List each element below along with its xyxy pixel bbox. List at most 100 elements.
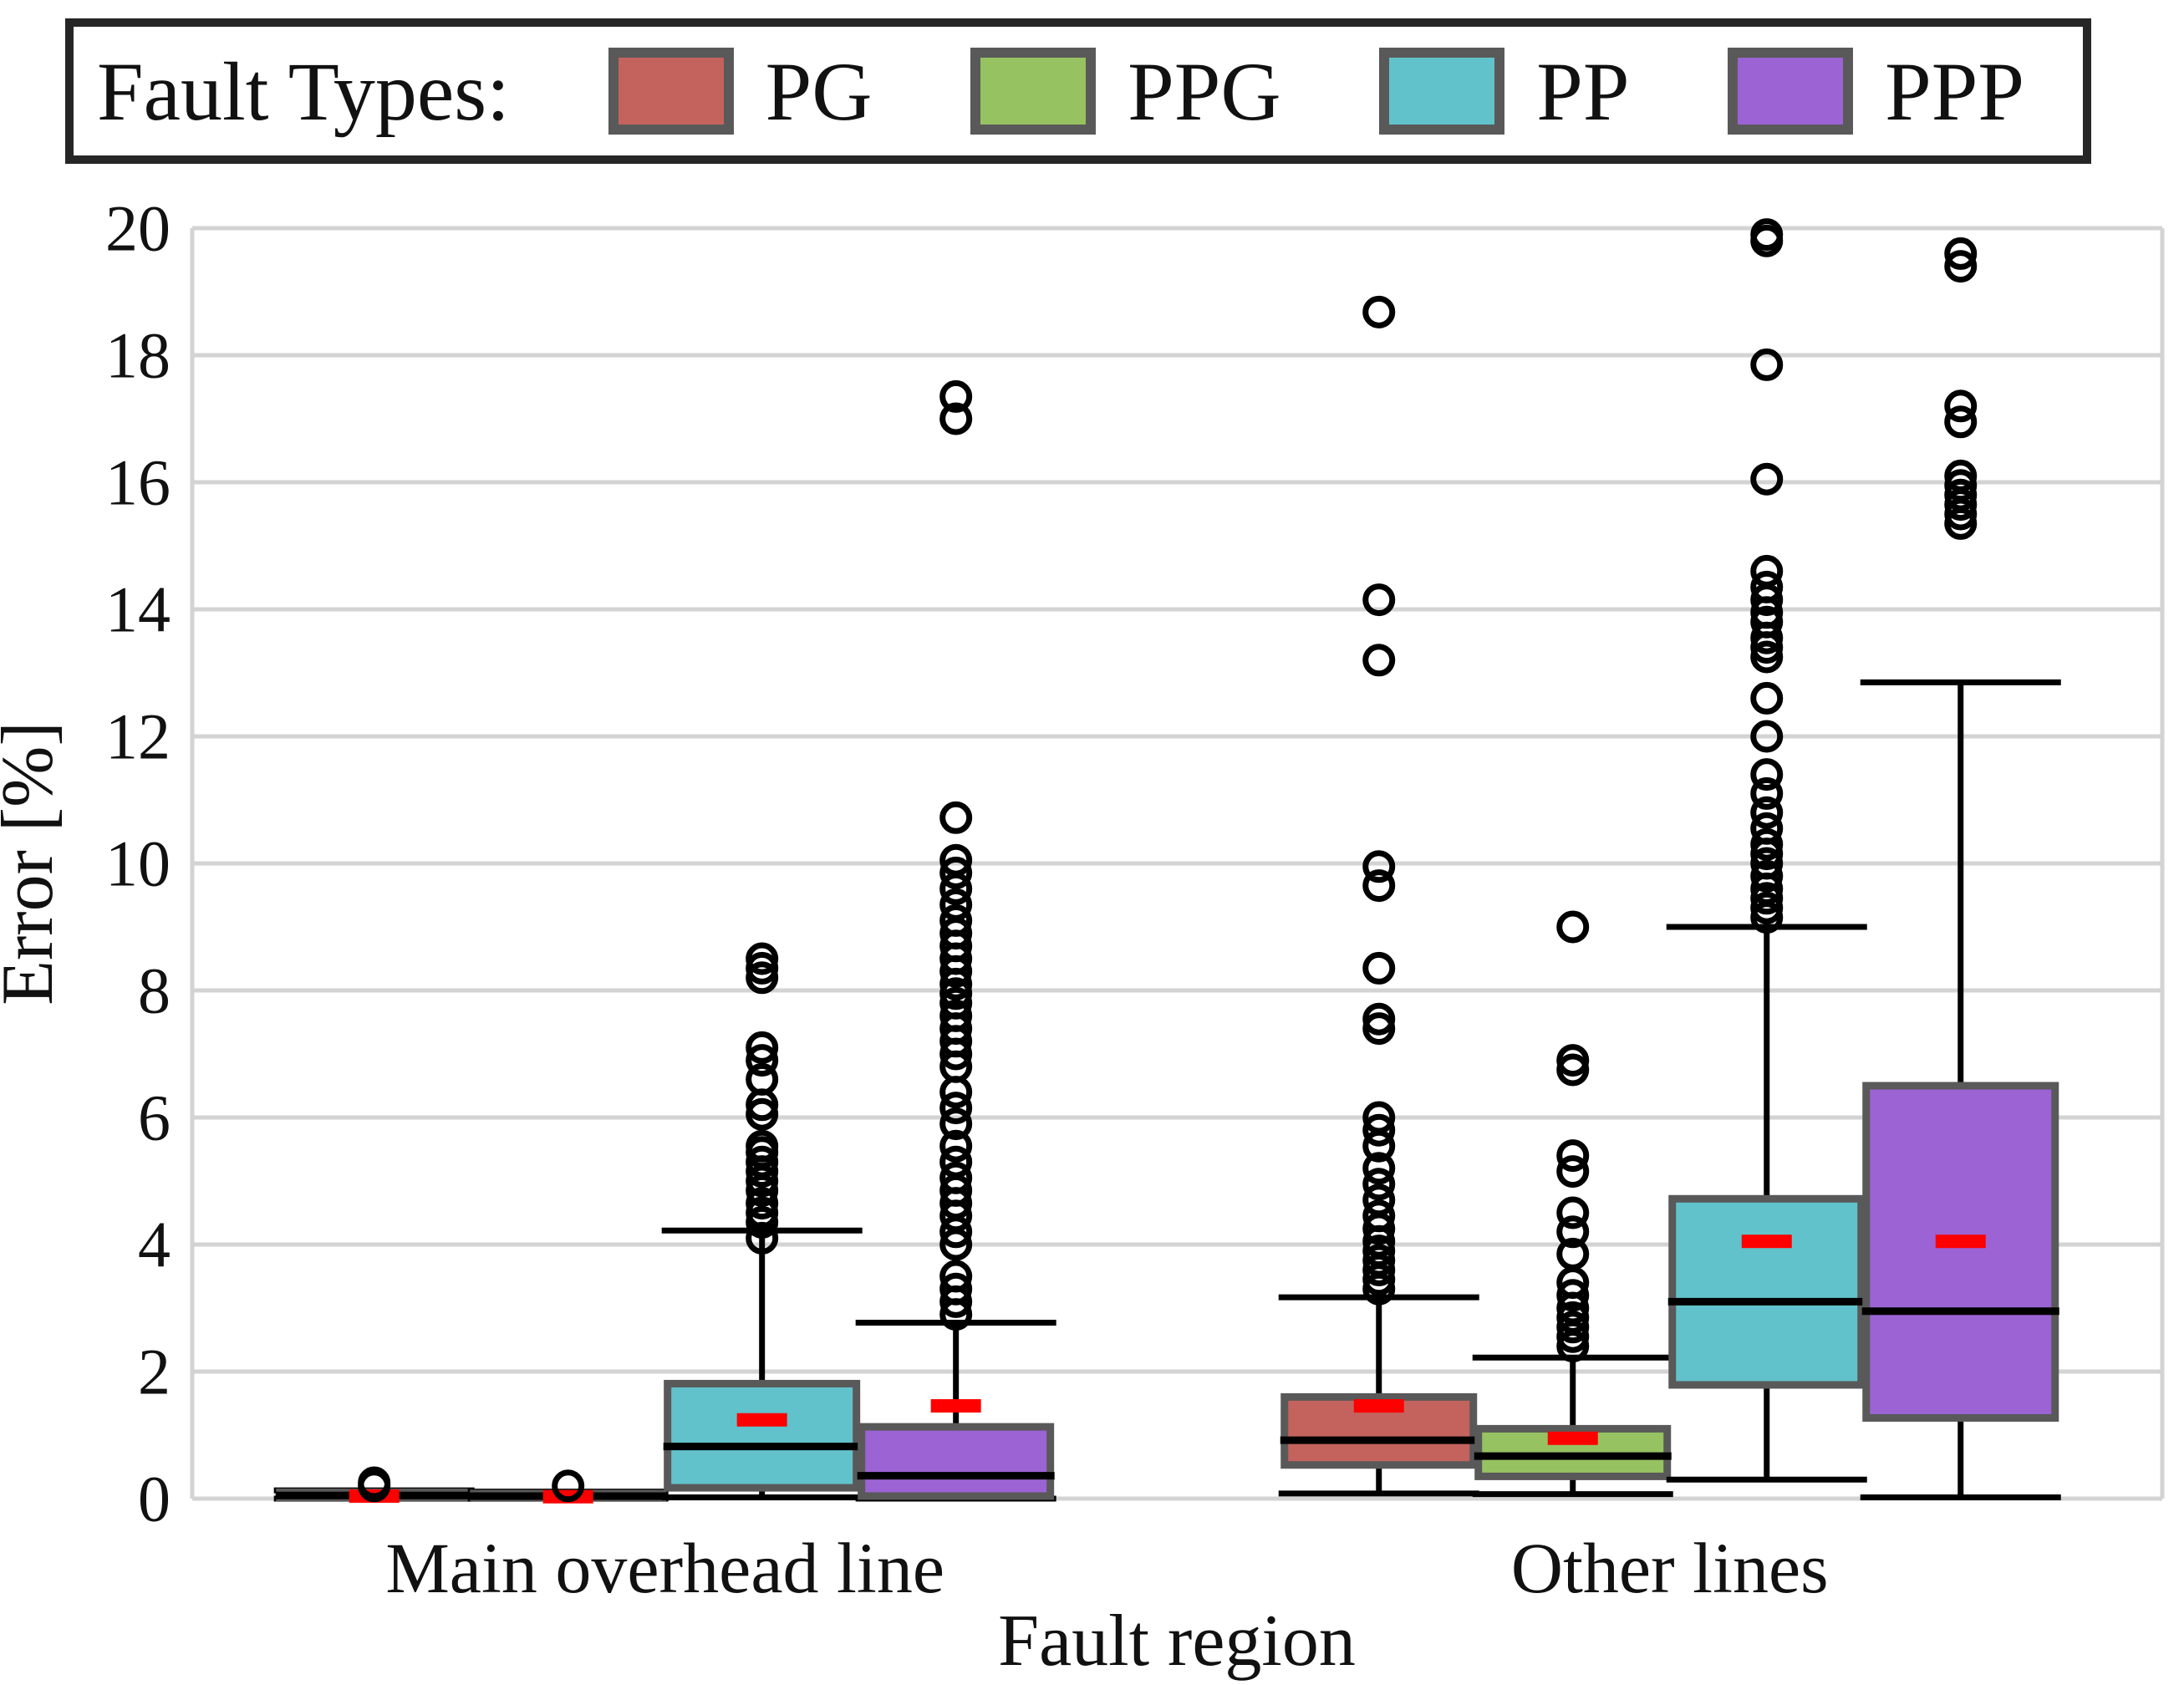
outlier-point xyxy=(1362,951,1396,985)
outlier-point xyxy=(1556,1237,1590,1270)
legend-label-pg: PG xyxy=(765,44,873,138)
ppg-color-swatch-icon xyxy=(970,48,1097,135)
iqr-box xyxy=(1862,1082,2059,1422)
outlier-point xyxy=(939,402,973,435)
outlier-point xyxy=(939,379,973,413)
outlier-point xyxy=(746,961,779,995)
outlier-point xyxy=(1750,570,1784,603)
outlier-point xyxy=(552,1469,585,1503)
outlier-point xyxy=(1750,462,1784,496)
outlier-point xyxy=(1944,469,1978,502)
y-tick-label: 6 xyxy=(138,1082,171,1154)
outlier-point xyxy=(1944,237,1978,270)
outlier-point xyxy=(746,1205,779,1239)
outlier-point xyxy=(1556,1215,1590,1249)
outlier-point xyxy=(746,1196,779,1229)
box-PPP-2 xyxy=(1860,237,2061,1500)
outlier-point xyxy=(1556,1139,1590,1173)
y-tick-label: 20 xyxy=(105,192,171,265)
legend-item-ppg: PPG xyxy=(970,43,1281,140)
outlier-point xyxy=(746,1187,779,1220)
outlier-point xyxy=(1362,869,1396,903)
outlier-point xyxy=(1944,250,1978,283)
legend-label-ppp: PPP xyxy=(1885,44,2024,138)
box-PG-2 xyxy=(1278,295,1479,1497)
outlier-point xyxy=(1362,295,1396,328)
box-PPG-1 xyxy=(467,1469,669,1504)
outlier-point xyxy=(1362,1101,1396,1134)
outlier-point xyxy=(939,1260,973,1293)
outlier-point xyxy=(1362,644,1396,677)
outlier-point xyxy=(1750,554,1784,588)
outlier-point xyxy=(1556,1301,1590,1334)
x-axis-title: Fault region xyxy=(998,1601,1356,1682)
outlier-point xyxy=(1750,812,1784,845)
outlier-point xyxy=(1944,478,1978,512)
mean-marker xyxy=(736,1413,787,1427)
outlier-point xyxy=(1556,1155,1590,1189)
grid-layer xyxy=(190,226,2165,1501)
ppp-color-swatch-icon xyxy=(1728,48,1854,135)
box-PPG-2 xyxy=(1472,910,1673,1498)
outlier-point xyxy=(1556,1053,1590,1087)
outlier-point xyxy=(746,942,779,975)
y-tick-label: 10 xyxy=(105,827,171,900)
outlier-point xyxy=(1362,1152,1396,1185)
outlier-point xyxy=(1362,1002,1396,1036)
box-PPP-1 xyxy=(855,379,1056,1502)
pg-color-swatch-icon xyxy=(608,48,734,135)
outlier-point xyxy=(939,1107,973,1141)
y-tick-label: 16 xyxy=(105,446,171,519)
outlier-point xyxy=(1750,847,1784,880)
outlier-point xyxy=(939,801,973,834)
outlier-point xyxy=(939,856,973,889)
y-tick-label: 18 xyxy=(105,319,171,392)
outlier-point xyxy=(1556,1311,1590,1344)
outlier-point xyxy=(1750,891,1784,924)
pp-color-swatch-icon xyxy=(1379,48,1505,135)
outlier-point xyxy=(746,1145,779,1178)
outlier-point xyxy=(939,904,973,937)
outlier-point xyxy=(746,1097,779,1131)
outlier-point xyxy=(1750,758,1784,792)
outlier-point xyxy=(939,977,973,1010)
outlier-point xyxy=(939,1272,973,1306)
outlier-point xyxy=(1750,640,1784,674)
outlier-point xyxy=(939,1129,973,1163)
outlier-point xyxy=(1362,583,1396,617)
outlier-point xyxy=(1362,1168,1396,1201)
outlier-point xyxy=(1750,796,1784,829)
outlier-point xyxy=(1944,405,1978,439)
y-tick-label: 14 xyxy=(105,573,171,646)
outlier-point xyxy=(1362,1113,1396,1147)
outlier-point xyxy=(1362,1199,1396,1233)
outlier-point xyxy=(939,999,973,1032)
legend-item-ppp: PPP xyxy=(1728,43,2024,140)
iqr-box xyxy=(1668,1194,1866,1389)
y-tick-label: 12 xyxy=(105,700,171,773)
mean-marker xyxy=(1741,1234,1792,1249)
outlier-point xyxy=(1750,605,1784,639)
iqr-box xyxy=(664,1379,861,1492)
outlier-point xyxy=(939,1145,973,1178)
outlier-point xyxy=(1750,776,1784,810)
legend: Fault Types: PG PPG PP PPP xyxy=(65,18,2091,164)
outlier-point xyxy=(1362,850,1396,883)
outlier-point xyxy=(1750,348,1784,381)
legend-title: Fault Types: xyxy=(97,44,510,138)
outlier-point xyxy=(939,888,973,921)
outlier-point xyxy=(1556,1279,1590,1312)
iqr-box xyxy=(858,1423,1055,1500)
outlier-point xyxy=(1750,859,1784,893)
outlier-point xyxy=(1750,681,1784,715)
outlier-point xyxy=(1362,1012,1396,1046)
legend-label-pp: PP xyxy=(1536,44,1630,138)
outlier-point xyxy=(746,1129,779,1163)
mean-marker xyxy=(1935,1234,1986,1249)
y-tick-label: 4 xyxy=(138,1209,171,1281)
outlier-point xyxy=(746,951,779,985)
legend-label-ppg: PPG xyxy=(1128,44,1281,138)
outlier-point xyxy=(746,1062,779,1096)
